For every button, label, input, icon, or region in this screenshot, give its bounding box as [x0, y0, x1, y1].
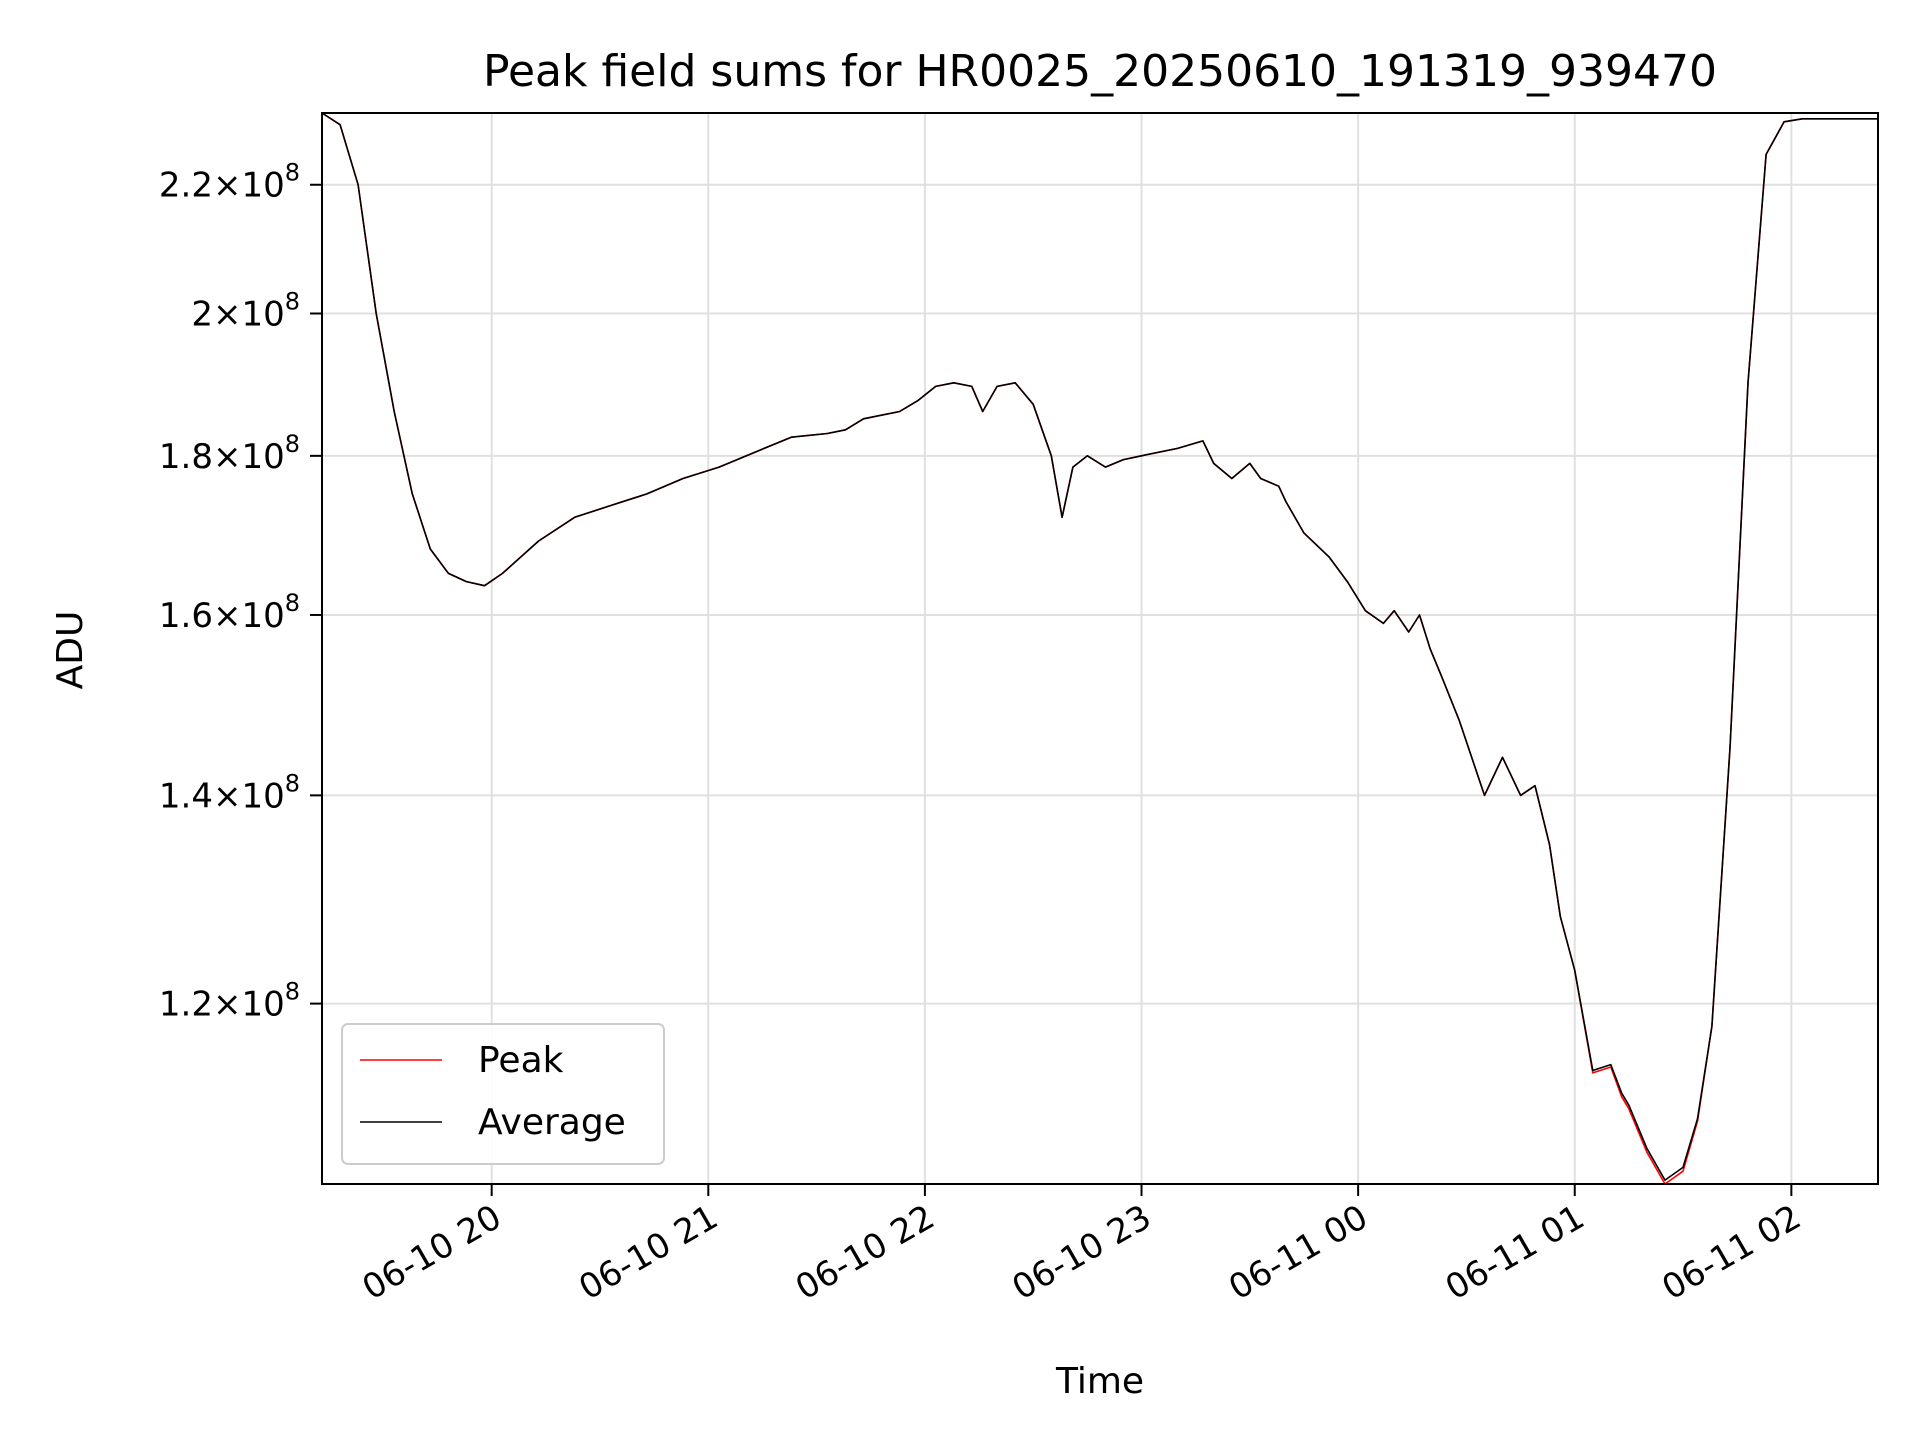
- y-tick-label: 1.8×108: [159, 430, 300, 477]
- y-tick-label: 2.2×108: [159, 159, 300, 206]
- y-axis-label: ADU: [50, 611, 91, 690]
- y-tick-label: 1.4×108: [159, 769, 300, 816]
- y-tick-label: 1.2×108: [159, 978, 300, 1025]
- legend-label-average: Average: [478, 1102, 626, 1143]
- legend-box: [341, 1023, 665, 1165]
- y-tick-label: 1.6×108: [159, 589, 300, 636]
- x-axis-label: Time: [1055, 1361, 1144, 1402]
- chart-title: Peak field sums for HR0025_20250610_1913…: [483, 46, 1717, 97]
- plot-frame: [321, 112, 1879, 1185]
- grid: [322, 113, 1878, 1184]
- y-axis: 1.2×108 1.4×108 1.6×108 1.8×108 2×108 2.2×108: [159, 159, 322, 1025]
- series-layer: [321, 112, 1878, 1185]
- series-line-average: [321, 112, 1878, 1181]
- legend: Peak Average: [341, 1023, 665, 1165]
- y-tick-label: 2×108: [191, 288, 300, 335]
- legend-label-peak: Peak: [478, 1040, 564, 1081]
